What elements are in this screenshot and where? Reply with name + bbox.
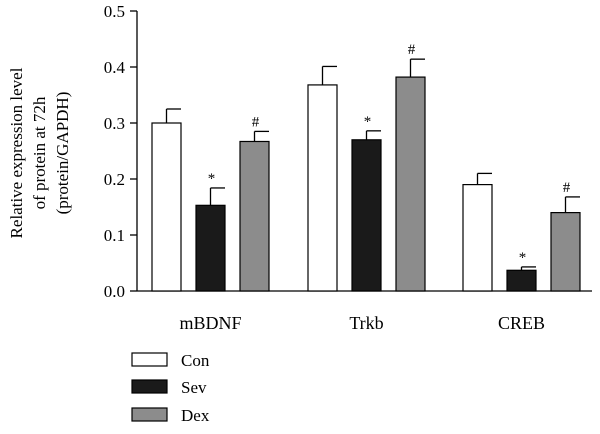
y-tick-label: 0.3 bbox=[104, 114, 125, 133]
bar-sev-mbdnf bbox=[195, 204, 226, 292]
y-axis-label-line: (protein/GAPDH) bbox=[53, 92, 72, 215]
y-tick-label: 0.4 bbox=[104, 58, 126, 77]
category-label-creb: CREB bbox=[498, 313, 545, 333]
legend-label-dex: Dex bbox=[181, 406, 210, 425]
bar-sev-creb bbox=[506, 269, 537, 292]
bar-con-trkb bbox=[307, 84, 338, 292]
bar-con-creb bbox=[462, 184, 493, 292]
bar-con-mbdnf bbox=[151, 122, 182, 292]
legend-swatch-sev bbox=[131, 379, 168, 394]
significance-marker: * bbox=[364, 114, 372, 130]
legend-swatch-con bbox=[131, 352, 168, 367]
category-label-mbdnf: mBDNF bbox=[179, 313, 241, 333]
significance-marker: * bbox=[208, 171, 216, 187]
bars: * # * # * # bbox=[151, 42, 581, 292]
y-ticks: 0.0 0.1 0.2 0.3 0.4 0.5 bbox=[104, 2, 137, 301]
bar-dex-mbdnf bbox=[239, 140, 270, 292]
y-tick-label: 0.1 bbox=[104, 226, 125, 245]
significance-marker: # bbox=[252, 114, 260, 130]
significance-marker: * bbox=[519, 250, 527, 266]
y-axis-label-line: of protein at 72h bbox=[30, 96, 49, 209]
bar-sev-trkb bbox=[351, 139, 382, 292]
category-labels: mBDNF Trkb CREB bbox=[179, 313, 545, 333]
bar-dex-trkb bbox=[395, 76, 426, 292]
y-tick-label: 0.2 bbox=[104, 170, 125, 189]
legend-swatch-dex bbox=[131, 407, 168, 422]
legend-label-sev: Sev bbox=[181, 378, 207, 397]
y-axis-label-line: Relative expression level bbox=[7, 67, 26, 238]
significance-marker: # bbox=[408, 42, 416, 58]
bar-dex-creb bbox=[550, 212, 581, 292]
significance-marker: # bbox=[563, 180, 571, 196]
y-tick-label: 0.5 bbox=[104, 2, 125, 21]
legend: Con Sev Dex bbox=[131, 351, 210, 425]
legend-label-con: Con bbox=[181, 351, 210, 370]
y-axis-label: Relative expression level of protein at 7… bbox=[7, 67, 72, 238]
category-label-trkb: Trkb bbox=[349, 313, 383, 333]
y-tick-label: 0.0 bbox=[104, 282, 125, 301]
